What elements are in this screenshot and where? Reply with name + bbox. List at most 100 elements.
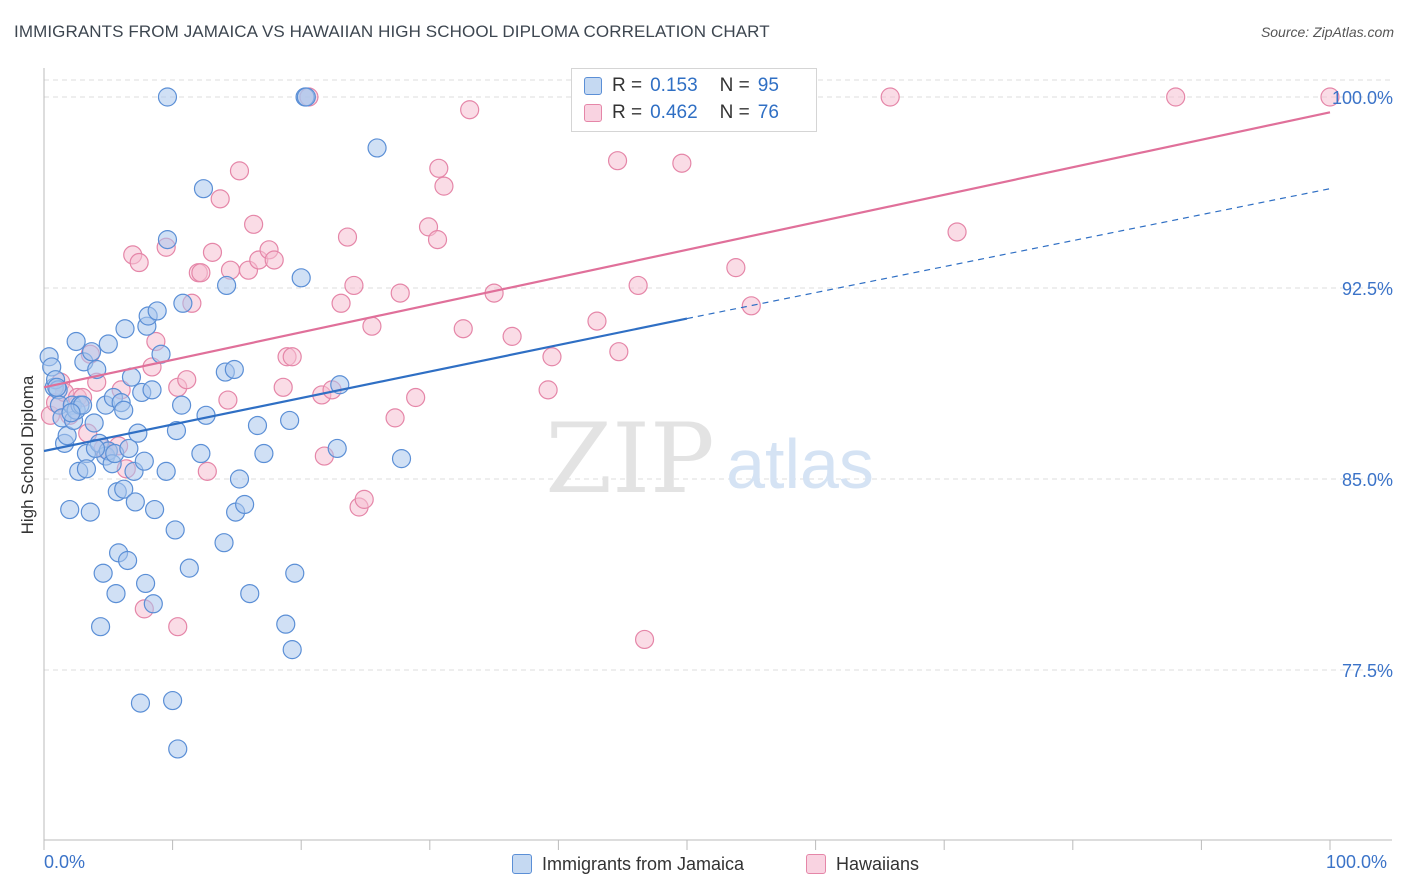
axes-layer xyxy=(43,68,1392,850)
y-axis-label: High School Diploma xyxy=(18,375,37,535)
y-tick-label: 100.0% xyxy=(1332,88,1393,108)
legend-r-label: R = xyxy=(612,75,643,96)
source-label: Source: ZipAtlas.com xyxy=(1260,24,1394,40)
hawaiian-point xyxy=(344,275,364,296)
jamaica-point xyxy=(214,533,234,553)
jamaica-point xyxy=(191,443,211,464)
jamaica-point xyxy=(179,558,199,578)
jamaica-point xyxy=(240,583,260,604)
jamaica-point xyxy=(165,520,185,540)
hawaiian-point xyxy=(331,293,351,313)
jamaica-point xyxy=(296,87,316,107)
jamaica-point xyxy=(291,268,311,288)
jamaica-point xyxy=(391,449,412,469)
jamaica-point xyxy=(157,87,178,107)
hawaiian-point xyxy=(354,489,374,509)
trend-layer xyxy=(43,111,1331,453)
hawaiian-point xyxy=(607,151,628,171)
legend-swatch-hawaiians xyxy=(584,104,602,122)
hawaiian-point xyxy=(609,342,629,362)
jamaica-point xyxy=(166,421,187,441)
jamaica-point xyxy=(163,690,183,711)
jamaica-point xyxy=(224,359,244,380)
jamaica-point xyxy=(254,443,274,464)
hawaiian-point xyxy=(538,380,558,400)
jamaica-point xyxy=(84,413,104,433)
jamaica-point xyxy=(66,331,86,352)
jamaica-point xyxy=(90,617,111,637)
jamaica-point xyxy=(172,395,192,415)
legend-n-label: N = xyxy=(719,75,750,96)
legend-r-value: 0.462 xyxy=(650,102,698,123)
hawaiian-point xyxy=(947,222,967,242)
hawaiian-point xyxy=(1166,87,1186,107)
hawaiians-trend-line xyxy=(43,111,1331,389)
jamaica-point xyxy=(114,400,134,420)
jamaica-point xyxy=(217,275,237,296)
jamaica-points xyxy=(39,87,412,759)
jamaica-point xyxy=(156,461,176,481)
legend-r-value: 0.153 xyxy=(650,75,698,96)
jamaica-point xyxy=(142,380,162,400)
hawaiian-point xyxy=(453,319,473,339)
watermark-zip: ZIP xyxy=(545,403,714,515)
hawaiian-point xyxy=(244,214,264,234)
hawaiian-point xyxy=(390,283,410,303)
chart-title: IMMIGRANTS FROM JAMAICA VS HAWAIIAN HIGH… xyxy=(14,22,770,41)
hawaiian-point xyxy=(197,461,217,481)
hawaiian-point xyxy=(406,387,426,408)
jamaica-point xyxy=(280,410,300,431)
legend-n-value: 95 xyxy=(757,75,779,96)
legend-n-label: N = xyxy=(719,102,750,123)
hawaiian-point xyxy=(273,377,293,397)
hawaiian-point xyxy=(202,242,223,262)
hawaiian-point xyxy=(634,629,655,650)
hawaiian-point xyxy=(427,230,448,250)
hawaiian-point xyxy=(264,250,284,270)
bottom-legend-label-hawaiians: Hawaiians xyxy=(836,853,920,874)
x-tick-label-max: 100.0% xyxy=(1326,852,1388,872)
legend-n-value: 76 xyxy=(757,102,779,123)
hawaiian-point xyxy=(168,617,188,637)
hawaiian-point xyxy=(429,158,449,178)
correlation-legend: R = 0.153 N = 95 R = 0.462 N = 76 xyxy=(571,68,817,132)
hawaiian-point xyxy=(337,227,358,247)
hawaiian-point xyxy=(177,370,197,390)
hawaiian-point xyxy=(210,189,230,209)
jamaica-point xyxy=(60,499,80,520)
jamaica-point xyxy=(193,179,214,199)
jamaica-point xyxy=(47,377,67,397)
jamaica-point xyxy=(285,563,305,583)
jamaica-point xyxy=(115,319,135,339)
jamaica-point xyxy=(98,334,118,354)
hawaiian-point xyxy=(362,316,382,336)
jamaica-point xyxy=(76,459,97,479)
jamaica-point xyxy=(327,438,347,459)
hawaiian-point xyxy=(542,347,562,367)
hawaiian-point xyxy=(129,252,149,273)
bottom-legend-label-jamaica: Immigrants from Jamaica xyxy=(542,853,745,874)
hawaiian-point xyxy=(741,296,761,316)
jamaica-point xyxy=(367,138,387,158)
bottom-legend-hawaiians: Hawaiians xyxy=(806,852,919,876)
hawaiian-point xyxy=(385,408,405,428)
y-tick-label: 77.5% xyxy=(1342,661,1393,681)
legend-row-jamaica: R = 0.153 N = 95 xyxy=(584,73,779,99)
jamaica-point xyxy=(125,492,145,512)
hawaiian-point xyxy=(726,258,746,278)
y-tick-label: 92.5% xyxy=(1342,279,1393,299)
jamaica-point xyxy=(143,594,163,614)
hawaiian-point xyxy=(672,153,692,173)
jamaica-point xyxy=(117,550,138,571)
jamaica-point xyxy=(282,640,302,660)
hawaiian-point xyxy=(218,390,238,410)
bottom-legend-swatch-hawaiians xyxy=(806,854,826,874)
jamaica-point xyxy=(157,230,178,250)
hawaiian-point xyxy=(282,347,302,367)
legend-r-label: R = xyxy=(612,102,643,123)
watermark: ZIP atlas xyxy=(545,403,874,515)
hawaiian-point xyxy=(1320,87,1340,107)
y-tick-label: 85.0% xyxy=(1342,470,1393,490)
hawaiian-point xyxy=(502,326,522,346)
